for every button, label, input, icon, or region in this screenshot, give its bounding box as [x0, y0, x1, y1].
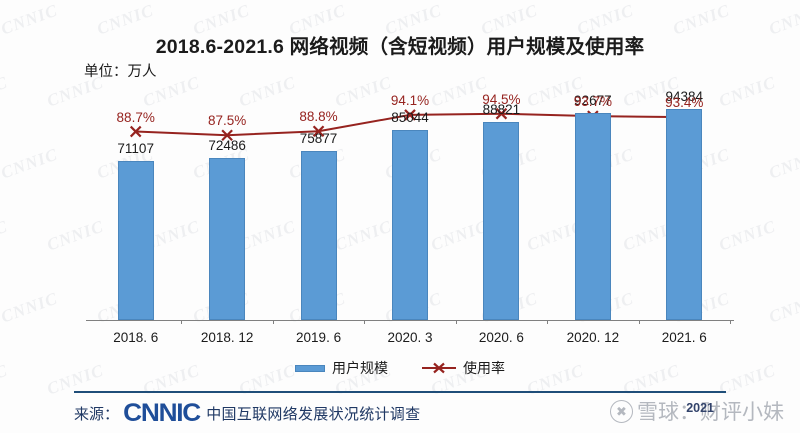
bar-user-scale[interactable]	[117, 161, 154, 320]
usage-rate-value-label: 93.4%	[665, 95, 704, 111]
x-axis-label: 2021. 6	[661, 330, 707, 345]
bar-value-label: 72486	[208, 138, 246, 154]
usage-rate-value-label: 94.1%	[390, 92, 430, 108]
x-axis-tick	[547, 320, 549, 324]
usage-rate-value-label: 93.7%	[573, 94, 612, 110]
legend-item-usage-rate[interactable]: 使用率	[422, 358, 505, 378]
bar-value-label: 85044	[391, 110, 429, 126]
chart-category-column: 72486 87.5%	[181, 88, 272, 320]
x-axis-label: 2020. 6	[478, 330, 524, 345]
bar-value-label: 88821	[482, 101, 521, 117]
unit-label: 单位：万人	[84, 64, 157, 80]
usage-rate-value-label: 88.8%	[299, 109, 338, 125]
usage-rate-value-label: 88.7%	[116, 109, 155, 125]
source-prefix-label: 来源：	[74, 405, 120, 423]
footer-divider	[74, 391, 726, 393]
snowball-icon: ✖	[610, 399, 633, 423]
chart-category-column: 75877 88.8%	[273, 88, 364, 320]
legend-label-user-scale: 用户规模	[332, 360, 388, 376]
bar-user-scale[interactable]	[209, 158, 246, 320]
chart-plot-area: 71107 88.7% 72486 87.5% 75877 88.8% 85044 94.1%…	[90, 88, 730, 320]
bar-user-scale[interactable]	[300, 150, 337, 320]
bar-value-label: 75877	[299, 130, 338, 146]
usage-rate-value-label: 87.5%	[207, 113, 247, 129]
bar-value-label: 94384	[665, 89, 704, 105]
chart-category-column: 88821 94.5%	[456, 88, 547, 320]
usage-rate-value-label: 94.5%	[482, 91, 521, 107]
date-stamp: 2021	[686, 401, 714, 415]
x-axis-label: 2018. 12	[200, 330, 254, 345]
usage-rate-marker[interactable]	[129, 125, 142, 138]
bar-user-scale[interactable]	[574, 113, 611, 320]
bar-value-label: 71107	[117, 141, 154, 157]
watermark-tile: CNNIC	[766, 145, 800, 184]
bar-user-scale[interactable]	[666, 109, 703, 320]
source-description: 中国互联网络发展状况统计调查	[206, 405, 421, 423]
x-axis-label: 2020. 12	[566, 330, 620, 345]
chart-category-column: 85044 94.1%	[364, 88, 455, 320]
usage-rate-marker[interactable]	[495, 107, 508, 120]
x-axis-tick	[638, 320, 640, 324]
watermark-tile: CNNIC	[0, 217, 11, 256]
bar-swatch-icon	[295, 364, 325, 372]
bar-user-scale[interactable]	[483, 121, 520, 320]
x-axis-label: 2020. 3	[387, 330, 433, 345]
x-axis-line	[86, 320, 734, 321]
source-footer: 来源： CNNIC 中国互联网络发展状况统计调查	[74, 398, 420, 428]
cnnic-logo: CNNIC	[123, 398, 201, 427]
chart-category-column: 71107 88.7%	[90, 88, 181, 320]
watermark-tile: CNNIC	[0, 145, 61, 184]
usage-rate-marker[interactable]	[404, 109, 416, 121]
x-axis-tick	[455, 320, 457, 324]
user-watermark-text: 雪球：财评小妹	[637, 401, 784, 424]
watermark-tile: CNNIC	[766, 289, 800, 328]
bar-value-label: 92677	[574, 93, 612, 109]
x-axis-tick	[181, 320, 183, 324]
chart-category-column: 92677 93.7%	[547, 88, 638, 320]
x-axis-tick	[272, 320, 274, 324]
usage-rate-marker[interactable]	[312, 125, 325, 138]
legend-label-usage-rate: 使用率	[463, 360, 505, 376]
bar-user-scale[interactable]	[391, 130, 428, 320]
legend-item-user-scale[interactable]: 用户规模	[295, 358, 388, 378]
watermark-tile: CNNIC	[0, 73, 11, 112]
x-axis-tick	[364, 320, 366, 324]
x-axis-label: 2018. 6	[113, 330, 159, 345]
watermark-tile: CNNIC	[0, 289, 61, 328]
usage-rate-marker[interactable]	[221, 129, 233, 142]
chart-legend: 用户规模 使用率	[0, 358, 800, 378]
x-axis-tick	[730, 320, 731, 324]
line-x-marker-icon	[422, 362, 456, 374]
x-axis-label: 2019. 6	[296, 330, 342, 345]
user-watermark: ✖ 雪球：财评小妹	[610, 396, 784, 426]
page-title: 2018.6-2021.6 网络视频（含短视频）用户规模及使用率	[155, 36, 645, 58]
chart-category-column: 94384 93.4%	[639, 88, 730, 320]
